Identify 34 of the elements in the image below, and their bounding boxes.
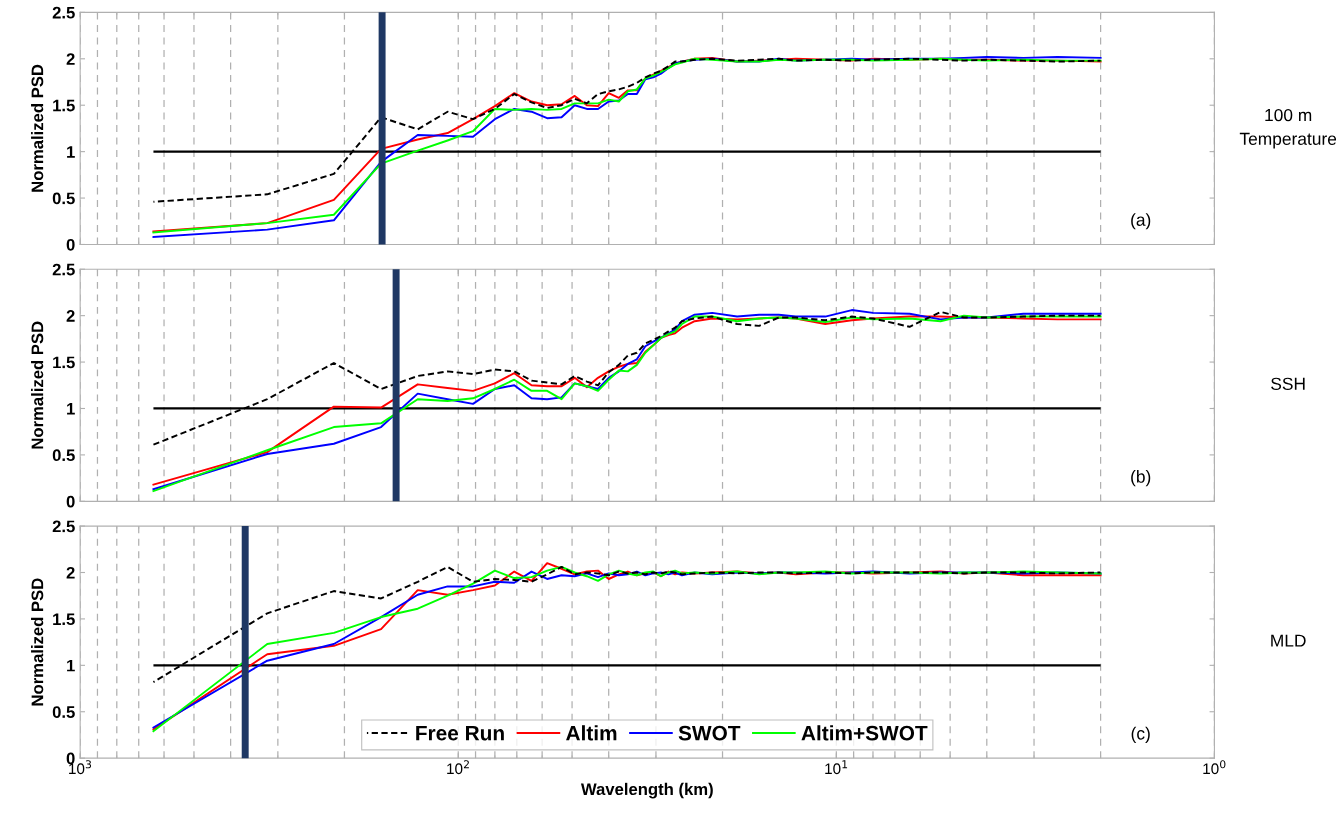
y-axis-title: Normalized PSD (31, 64, 44, 192)
x-tick-label: 10$^{1}$ (825, 760, 848, 775)
y-tick-label: 0 (66, 238, 75, 251)
annotation: (b) (1131, 470, 1151, 487)
y-tick-label: 0.5 (52, 449, 75, 462)
text: 100 m Temperature (1239, 108, 1336, 149)
x-tick-label: 10$^{2}$ (447, 760, 469, 775)
text: MLD (1271, 634, 1306, 647)
x-axis-title: Wavelength (km) (580, 782, 713, 799)
y-tick-label: 0.5 (52, 192, 75, 205)
x-tick-label: 10$^{0}$ (1203, 760, 1226, 775)
y-tick-label: 1 (67, 659, 75, 672)
text: SSH (1271, 377, 1305, 390)
y-tick-label: 2 (66, 53, 75, 65)
y-tick-label: 1.5 (53, 99, 75, 112)
y-tick-label: 2.5 (52, 6, 75, 19)
y-axis-title: Normalized PSD (31, 321, 44, 449)
annotation: (a) (1131, 213, 1151, 230)
y-axis-title: Normalized PSD (31, 578, 44, 706)
y-tick-label: 1.5 (53, 356, 75, 369)
y-tick-label: 2.5 (52, 520, 75, 533)
y-tick-label: 0.5 (52, 706, 75, 718)
y-tick-label: 1.5 (53, 613, 75, 626)
y-tick-label: 1 (67, 403, 75, 415)
y-tick-label: 2.5 (52, 263, 75, 276)
legend-label: Free Run (416, 725, 504, 741)
y-tick-label: 2 (66, 566, 75, 579)
legend-label: SWOT (678, 725, 741, 741)
annotation: (c) (1131, 726, 1150, 744)
y-tick-label: 1 (67, 146, 75, 158)
y-tick-label: 0 (66, 495, 75, 508)
y-tick-label: 2 (66, 310, 75, 322)
legend-label: Altim (566, 725, 617, 741)
legend-label: Altim+SWOT (801, 725, 928, 741)
